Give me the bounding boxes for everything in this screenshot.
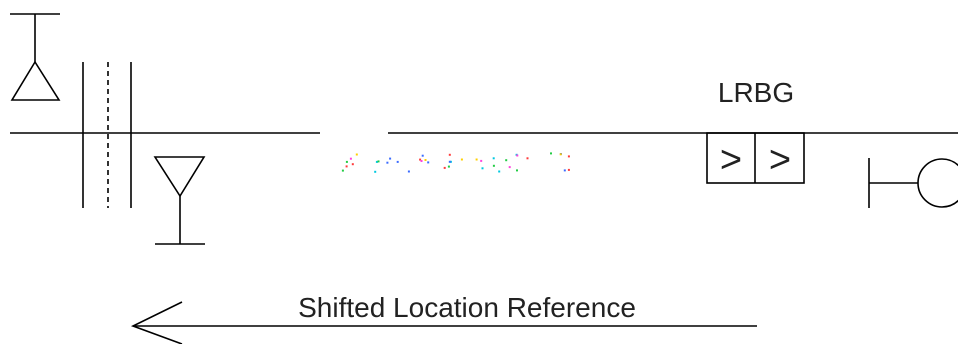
dot-noise — [341, 152, 570, 173]
noise-dot — [424, 159, 427, 161]
noise-dot — [550, 152, 552, 155]
noise-dot — [375, 160, 378, 163]
noise-dot — [419, 158, 422, 161]
noise-dot — [377, 160, 380, 163]
noise-dot — [443, 166, 446, 169]
noise-dot — [421, 154, 424, 157]
noise-dot — [567, 155, 570, 158]
noise-dot — [389, 157, 392, 160]
noise-dot — [374, 170, 377, 173]
noise-dot — [475, 158, 478, 161]
arrow-left-icon — [130, 301, 757, 344]
noise-dot — [559, 153, 562, 156]
noise-dot — [349, 157, 352, 160]
noise-dot — [516, 154, 519, 157]
noise-dot — [396, 160, 399, 163]
noise-dot — [355, 153, 358, 156]
noise-dot — [481, 167, 484, 170]
noise-dot — [345, 165, 348, 168]
shifted-reference-label: Shifted Location Reference — [298, 292, 636, 323]
noise-dot — [341, 169, 344, 172]
noise-dot — [480, 159, 483, 162]
noise-dot — [351, 163, 354, 166]
noise-dot — [567, 168, 570, 171]
noise-dot — [345, 160, 348, 163]
noise-dot — [427, 161, 430, 164]
joint-icon — [82, 62, 132, 208]
noise-dot — [505, 159, 508, 162]
noise-dot — [447, 165, 450, 168]
noise-dot — [460, 158, 463, 161]
noise-dot — [449, 160, 452, 163]
noise-dot — [492, 157, 495, 160]
noise-dot — [508, 166, 511, 169]
noise-dot — [563, 169, 566, 172]
noise-dot — [492, 164, 495, 167]
noise-dot — [498, 170, 501, 173]
noise-dot — [448, 160, 451, 163]
signal-down-icon — [153, 156, 206, 245]
noise-dot — [516, 169, 518, 172]
noise-dot — [386, 161, 389, 164]
balise-group-icon: > > — [706, 132, 805, 184]
lrbg-label: LRBG — [718, 77, 794, 108]
balise-chevron-2: > — [769, 139, 791, 181]
noise-dot — [420, 160, 423, 162]
signal-up-icon — [10, 13, 61, 101]
noise-dot — [526, 157, 529, 160]
buffer-stop-icon — [868, 158, 958, 208]
balise-chevron-1: > — [720, 139, 742, 181]
noise-dot — [407, 170, 410, 173]
noise-dot — [448, 153, 451, 156]
